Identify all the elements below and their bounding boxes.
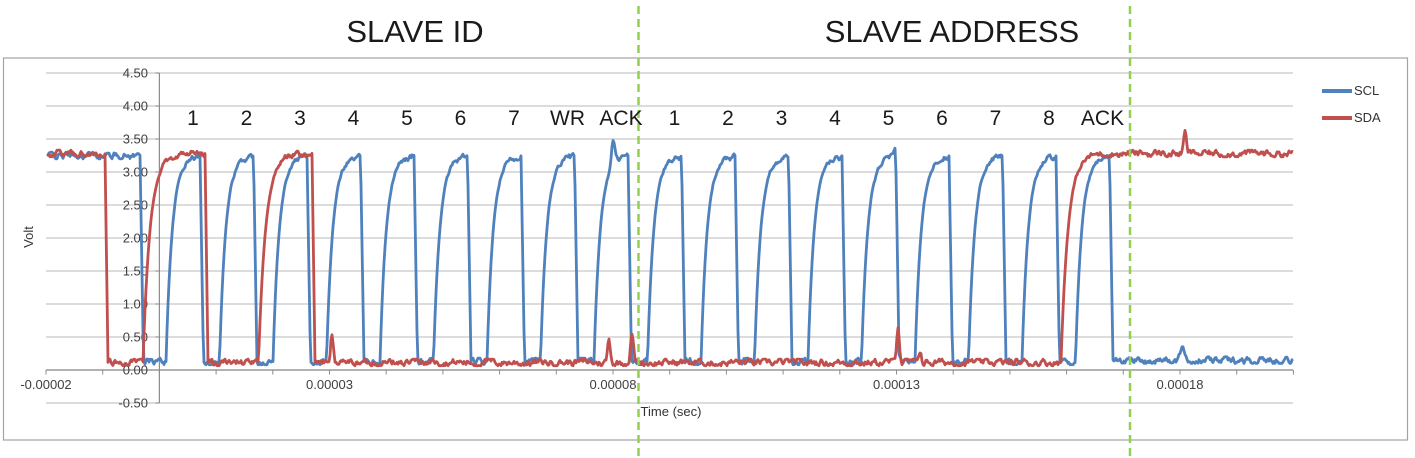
section-title-slave-address: SLAVE ADDRESS: [824, 14, 1080, 49]
bit-label: 4: [829, 107, 841, 130]
x-tick-label: 0.00008: [590, 377, 637, 392]
bit-label: WR: [550, 107, 585, 130]
scl-line-swatch: [1322, 88, 1352, 93]
x-axis-title: Time (sec): [640, 404, 702, 419]
legend-item-sda: SDA: [1322, 104, 1381, 131]
bit-label: 6: [455, 107, 467, 130]
legend: SCL SDA: [1322, 77, 1381, 131]
bit-labels: 1 2 3 4 5 6 7 WR ACK 1 2 3 4 5 6 7 8 ACK: [187, 107, 1124, 130]
bit-label: 2: [241, 107, 253, 130]
x-tick-label: 0.00003: [306, 377, 353, 392]
x-tick-label: 0.00018: [1157, 377, 1204, 392]
bit-label: 6: [936, 107, 948, 130]
legend-label-sda: SDA: [1354, 110, 1381, 125]
x-tick-label: 0.00013: [873, 377, 920, 392]
tick-labels: 4.504.003.503.002.502.001.501.000.500.00…: [20, 66, 1203, 411]
bit-label: 8: [1043, 107, 1055, 130]
y-axis-title: Volt: [21, 226, 36, 248]
y-tick-label: 1.50: [123, 264, 148, 279]
bit-label: ACK: [1081, 107, 1124, 130]
bit-label: 5: [401, 107, 413, 130]
bit-label: 3: [776, 107, 788, 130]
sda-line-swatch: [1322, 115, 1352, 120]
y-tick-label: 3.00: [123, 165, 148, 180]
axes: [45, 72, 1294, 404]
y-tick-label: 2.00: [123, 231, 148, 246]
bit-label: 1: [669, 107, 681, 130]
legend-label-scl: SCL: [1354, 83, 1380, 98]
bit-label: 4: [348, 107, 360, 130]
section-divider-lines: [637, 6, 1132, 457]
x-tick-label: -0.00002: [20, 377, 71, 392]
y-tick-label: 3.50: [123, 132, 148, 147]
chart-border: [2, 57, 1409, 441]
bit-label: 1: [187, 107, 199, 130]
sda-waveform: [46, 129, 1294, 368]
bit-label: 2: [722, 107, 734, 130]
bit-label: 7: [508, 107, 520, 130]
y-tick-label: -0.50: [118, 396, 148, 411]
bit-label: 3: [294, 107, 306, 130]
y-tick-label: 4.00: [123, 99, 148, 114]
bit-label: 5: [883, 107, 895, 130]
legend-item-scl: SCL: [1322, 77, 1381, 104]
y-tick-label: 4.50: [123, 66, 148, 81]
scl-waveform: [46, 139, 1294, 367]
bit-label: ACK: [599, 107, 642, 130]
bit-label: 7: [990, 107, 1002, 130]
y-tick-label: 2.50: [123, 198, 148, 213]
section-title-slave-id: SLAVE ID: [346, 14, 484, 49]
